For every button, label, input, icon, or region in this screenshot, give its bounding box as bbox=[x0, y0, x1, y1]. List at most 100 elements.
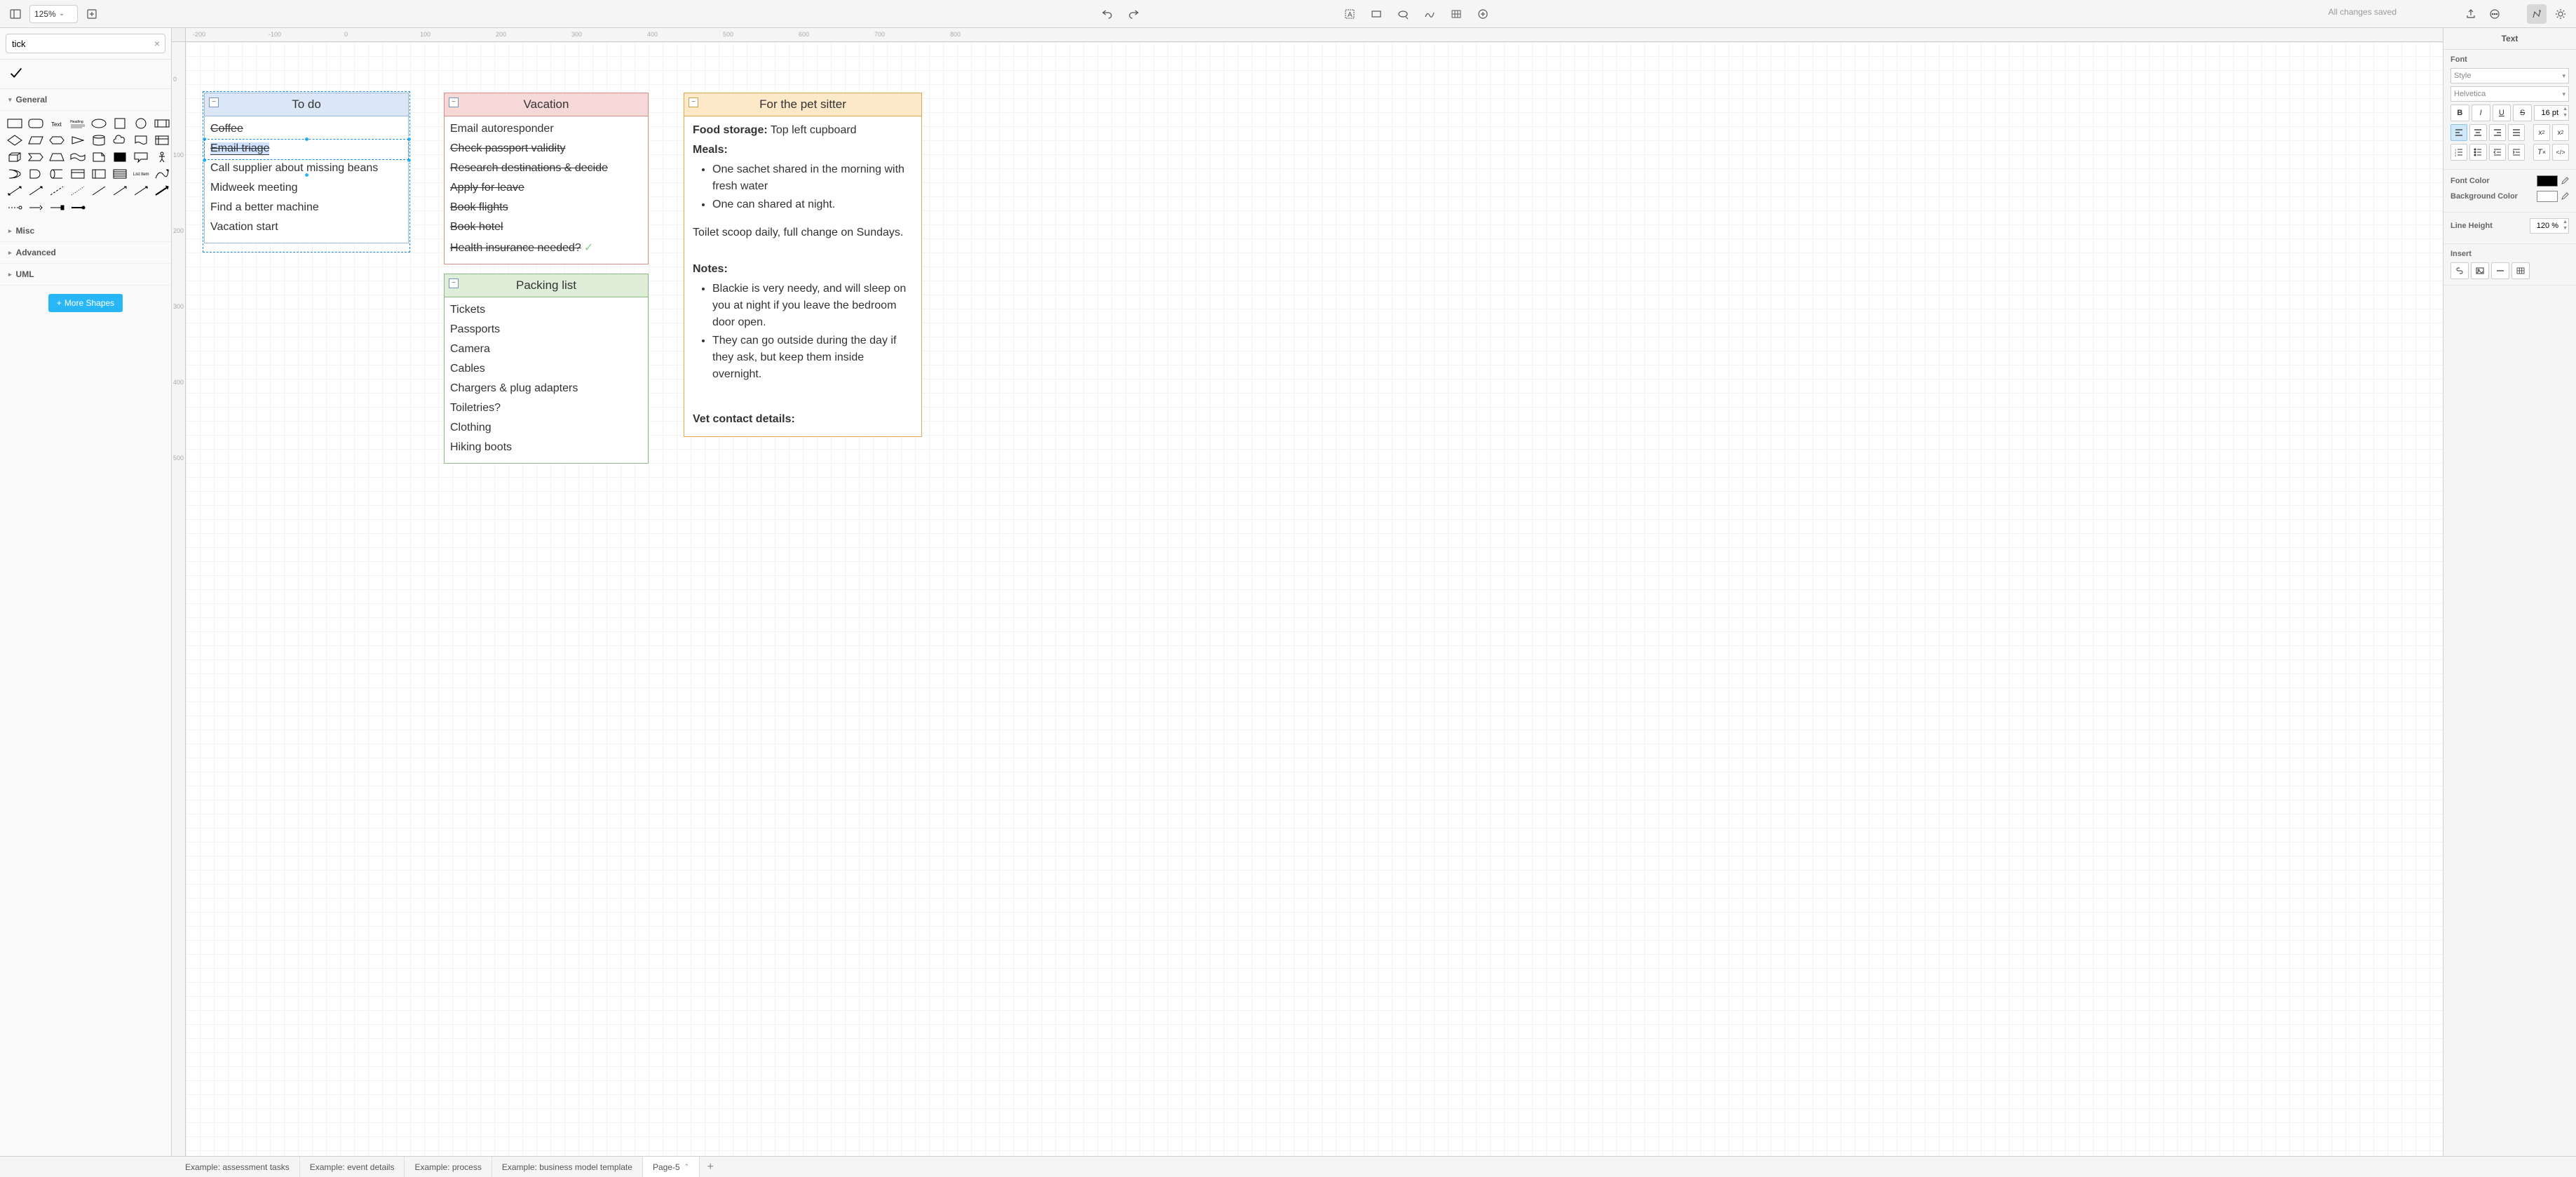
shape-conn4[interactable] bbox=[69, 201, 87, 215]
html-button[interactable]: </> bbox=[2552, 144, 2569, 161]
shape-diamond[interactable] bbox=[6, 133, 24, 147]
add-page-icon[interactable] bbox=[82, 4, 102, 24]
shape-cylinder[interactable] bbox=[90, 133, 108, 147]
shape-data-store[interactable] bbox=[48, 167, 66, 181]
shape-triangle[interactable] bbox=[69, 133, 87, 147]
shape-roundrect[interactable] bbox=[27, 116, 45, 130]
page-tab[interactable]: Example: process bbox=[405, 1157, 492, 1177]
list-item[interactable]: Passports bbox=[450, 320, 642, 339]
shape-note[interactable] bbox=[90, 150, 108, 164]
more-shapes-button[interactable]: +More Shapes bbox=[48, 294, 123, 312]
panels-toggle-icon[interactable] bbox=[6, 4, 25, 24]
shape-step[interactable] bbox=[27, 150, 45, 164]
shape-line2[interactable] bbox=[111, 184, 129, 198]
shape-circle[interactable] bbox=[132, 116, 150, 130]
canvas-area[interactable]: -200-1000100200300400500600700800 010020… bbox=[172, 28, 2443, 1156]
strike-button[interactable]: S bbox=[2513, 105, 2532, 121]
list-item[interactable]: Midweek meeting bbox=[210, 178, 402, 198]
shape-hexagon[interactable] bbox=[48, 133, 66, 147]
shape-square[interactable] bbox=[111, 116, 129, 130]
shape-document[interactable] bbox=[132, 133, 150, 147]
page-tab[interactable]: Example: assessment tasks bbox=[175, 1157, 300, 1177]
list-item[interactable]: Chargers & plug adapters bbox=[450, 379, 642, 398]
shape-ellipse[interactable] bbox=[90, 116, 108, 130]
shape-dashline[interactable] bbox=[48, 184, 66, 198]
outdent-button[interactable] bbox=[2489, 144, 2506, 161]
align-right-button[interactable] bbox=[2489, 124, 2506, 141]
list-item[interactable]: Hiking boots bbox=[450, 438, 642, 457]
insert-link-button[interactable] bbox=[2450, 262, 2469, 279]
shape-card[interactable] bbox=[111, 150, 129, 164]
ordered-list-button[interactable]: 123 bbox=[2450, 144, 2467, 161]
pencil-icon[interactable] bbox=[2561, 192, 2569, 201]
font-family-select[interactable]: Helvetica bbox=[2450, 86, 2569, 102]
shape-cloud[interactable] bbox=[111, 133, 129, 147]
clear-format-button[interactable]: T× bbox=[2533, 144, 2550, 161]
format-panel-icon[interactable] bbox=[2527, 4, 2547, 24]
shape-container[interactable] bbox=[69, 167, 87, 181]
shape-line4[interactable] bbox=[153, 184, 171, 198]
shape-line1[interactable] bbox=[90, 184, 108, 198]
section-advanced[interactable]: Advanced bbox=[0, 242, 171, 264]
search-clear-icon[interactable]: × bbox=[154, 38, 160, 49]
align-center-button[interactable] bbox=[2469, 124, 2486, 141]
list-item[interactable]: Email autoresponder bbox=[450, 119, 642, 139]
card-packing[interactable]: − Packing list TicketsPassportsCameraCab… bbox=[444, 274, 649, 464]
page-tab[interactable]: Example: event details bbox=[300, 1157, 405, 1177]
shape-listitem[interactable]: List Item bbox=[132, 167, 150, 181]
table-tool-icon[interactable] bbox=[1446, 4, 1466, 24]
shape-rect[interactable] bbox=[6, 116, 24, 130]
indent-button[interactable] bbox=[2508, 144, 2525, 161]
search-result-tick[interactable] bbox=[0, 60, 171, 89]
insert-hr-button[interactable] bbox=[2491, 262, 2509, 279]
shape-conn3[interactable] bbox=[48, 201, 66, 215]
list-item[interactable]: Cables bbox=[450, 359, 642, 379]
list-item[interactable]: Book hotel bbox=[450, 217, 642, 237]
add-page-button[interactable]: + bbox=[700, 1157, 721, 1177]
shape-conn2[interactable] bbox=[27, 201, 45, 215]
superscript-button[interactable]: x2 bbox=[2552, 124, 2569, 141]
shape-and[interactable] bbox=[27, 167, 45, 181]
bg-color-swatch[interactable] bbox=[2537, 191, 2558, 202]
list-item[interactable]: Camera bbox=[450, 339, 642, 359]
collapse-icon[interactable]: − bbox=[449, 97, 459, 107]
shape-text[interactable]: Text bbox=[48, 116, 66, 130]
card-vacation[interactable]: − Vacation Email autoresponderCheck pass… bbox=[444, 93, 649, 264]
more-icon[interactable] bbox=[2485, 4, 2504, 24]
card-pet-sitter[interactable]: − For the pet sitter Food storage: Top l… bbox=[684, 93, 922, 437]
shape-hcontainer[interactable] bbox=[90, 167, 108, 181]
section-misc[interactable]: Misc bbox=[0, 220, 171, 242]
insert-table-button[interactable] bbox=[2511, 262, 2530, 279]
align-justify-button[interactable] bbox=[2508, 124, 2525, 141]
list-item[interactable]: Apply for leave bbox=[450, 178, 642, 198]
shape-biarrow[interactable] bbox=[6, 184, 24, 198]
shape-internal-storage[interactable] bbox=[153, 133, 171, 147]
unordered-list-button[interactable] bbox=[2469, 144, 2486, 161]
italic-button[interactable]: I bbox=[2472, 105, 2490, 121]
list-item[interactable]: Clothing bbox=[450, 418, 642, 438]
shape-cube[interactable] bbox=[6, 150, 24, 164]
list-item[interactable]: Vacation start bbox=[210, 217, 402, 237]
shape-curve[interactable] bbox=[153, 167, 171, 181]
font-style-select[interactable]: Style bbox=[2450, 68, 2569, 83]
collapse-icon[interactable]: − bbox=[209, 97, 219, 107]
shape-list[interactable] bbox=[111, 167, 129, 181]
shape-search-input[interactable] bbox=[6, 34, 165, 53]
list-item[interactable]: Toiletries? bbox=[450, 398, 642, 418]
shape-arrow[interactable] bbox=[27, 184, 45, 198]
pencil-icon[interactable] bbox=[2561, 177, 2569, 185]
theme-icon[interactable] bbox=[2551, 4, 2570, 24]
page-tab[interactable]: Example: business model template bbox=[492, 1157, 643, 1177]
bold-button[interactable]: B bbox=[2450, 105, 2469, 121]
freehand-tool-icon[interactable] bbox=[1420, 4, 1439, 24]
list-item[interactable]: Health insurance needed?✓ bbox=[450, 237, 642, 258]
shape-or[interactable] bbox=[6, 167, 24, 181]
zoom-select[interactable]: 125% bbox=[29, 5, 78, 23]
share-icon[interactable] bbox=[2461, 4, 2481, 24]
shape-actor[interactable] bbox=[153, 150, 171, 164]
subscript-button[interactable]: x2 bbox=[2533, 124, 2550, 141]
shape-process[interactable] bbox=[153, 116, 171, 130]
align-left-button[interactable] bbox=[2450, 124, 2467, 141]
list-item[interactable]: Tickets bbox=[450, 300, 642, 320]
collapse-icon[interactable]: − bbox=[449, 278, 459, 288]
